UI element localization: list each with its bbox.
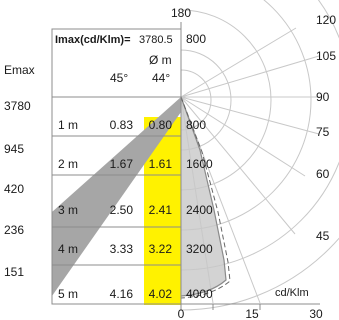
row-cd-value: 2400 (186, 203, 213, 217)
emax-row-5: 151 (4, 265, 24, 279)
angle-label-105: 105 (316, 49, 336, 63)
row-cd-value: 4000 (186, 287, 213, 301)
table-frame (51, 22, 320, 310)
angle-label-90: 90 (316, 90, 330, 104)
row-distance: 5 m (58, 287, 78, 301)
row-diameter-c0: 1.67 (110, 157, 134, 171)
row-cd-value: 1600 (186, 157, 213, 171)
luminous-curve-fill (181, 97, 226, 296)
table-row: 3 m 2.50 2.41 2400 (58, 203, 213, 217)
angle-label-180: 180 (171, 6, 191, 20)
emax-row-4: 236 (4, 223, 24, 237)
row-cd-value: 3200 (186, 242, 213, 256)
diameter-label: Ø m (149, 53, 172, 67)
bottom-tick-15: 15 (245, 307, 259, 320)
table-row: 1 m 0.83 0.80 800 (58, 118, 206, 132)
row-diameter-c0: 0.83 (110, 118, 134, 132)
unit-label: cd/Klm (275, 287, 309, 299)
curve-c0-solid (180, 96, 227, 297)
angle-label-60: 60 (316, 167, 330, 181)
row-diameter-c90: 3.22 (149, 242, 173, 256)
angle-c0-header: 45° (110, 71, 128, 85)
row-diameter-c90: 0.80 (149, 118, 173, 132)
row-diameter-c90: 2.41 (149, 203, 173, 217)
imax-label: Imax(cd/Klm)= (55, 34, 131, 46)
row-diameter-c90: 4.02 (149, 287, 173, 301)
row-diameter-c90: 1.61 (149, 157, 173, 171)
table-row: 4 m 3.33 3.22 3200 (58, 242, 213, 256)
emax-row-1: 3780 (4, 99, 31, 113)
table-row: 2 m 1.67 1.61 1600 (58, 157, 213, 171)
row-cd-value: 800 (186, 118, 206, 132)
emax-row-2: 945 (4, 142, 24, 156)
top-cd-value: 800 (186, 32, 206, 46)
emax-label: Emax (4, 63, 35, 77)
row-diameter-c0: 3.33 (110, 242, 134, 256)
row-distance: 2 m (58, 157, 78, 171)
angle-label-75: 75 (316, 125, 330, 139)
angle-label-45: 45 (316, 229, 330, 243)
beam-cone (52, 97, 181, 296)
emax-row-3: 420 (4, 182, 24, 196)
row-diameter-c0: 2.50 (110, 203, 134, 217)
row-distance: 3 m (58, 203, 78, 217)
bottom-tick-30: 30 (309, 307, 323, 320)
bottom-tick-0: 0 (178, 307, 185, 320)
row-diameter-c0: 4.16 (110, 287, 134, 301)
row-distance: 1 m (58, 118, 78, 132)
curve-c90-dashed (180, 96, 231, 299)
table-row: 5 m 4.16 4.02 4000 (58, 287, 213, 301)
polar-grid (180, 0, 339, 311)
angle-label-120: 120 (316, 13, 336, 27)
imax-value: 3780.5 (139, 34, 173, 46)
angle-c90-header: 44° (152, 71, 170, 85)
row-distance: 4 m (58, 242, 78, 256)
